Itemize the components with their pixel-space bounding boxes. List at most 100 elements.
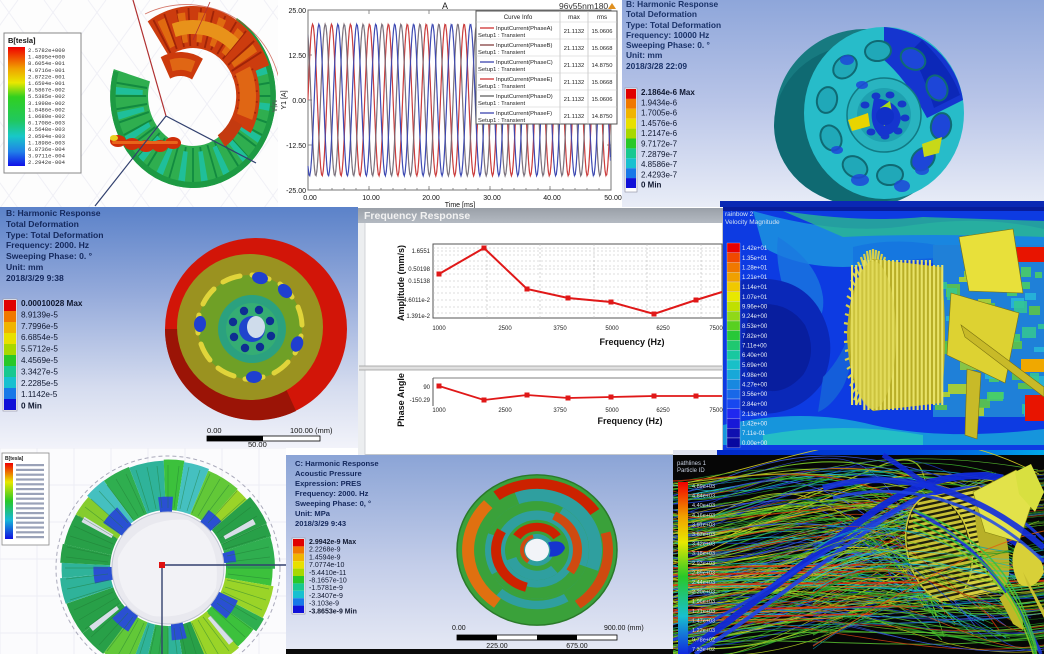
svg-text:30.00: 30.00 <box>483 195 501 202</box>
svg-text:2.2942e-004: 2.2942e-004 <box>28 159 66 166</box>
svg-text:2.9942e-9 Max: 2.9942e-9 Max <box>309 539 356 546</box>
svg-text:1.7005e-6: 1.7005e-6 <box>641 109 678 118</box>
svg-text:15.0668: 15.0668 <box>592 46 613 52</box>
svg-text:1000: 1000 <box>432 326 446 332</box>
svg-text:4.40e+03: 4.40e+03 <box>692 503 715 509</box>
svg-text:1.28e+01: 1.28e+01 <box>742 266 768 272</box>
svg-text:100.00 (mm): 100.00 (mm) <box>290 426 333 435</box>
svg-text:8.9139e-5: 8.9139e-5 <box>21 310 58 319</box>
svg-text:21.1132: 21.1132 <box>564 97 585 103</box>
svg-text:Total Deformation: Total Deformation <box>6 219 79 229</box>
svg-text:InputCurrent(PhaseF): InputCurrent(PhaseF) <box>496 111 552 117</box>
svg-text:2.84e+00: 2.84e+00 <box>742 402 768 408</box>
svg-text:9.78e+02: 9.78e+02 <box>692 638 715 644</box>
svg-text:3750: 3750 <box>553 408 567 414</box>
svg-text:3.5648e-003: 3.5648e-003 <box>28 126 65 133</box>
svg-text:9.96e+00: 9.96e+00 <box>742 305 768 311</box>
svg-text:0.00: 0.00 <box>207 426 222 435</box>
svg-text:max: max <box>568 14 581 21</box>
svg-text:0.00: 0.00 <box>303 195 317 202</box>
svg-text:B: Harmonic Response: B: Harmonic Response <box>6 208 101 218</box>
svg-text:Curve Info: Curve Info <box>504 14 533 21</box>
svg-text:InputCurrent(PhaseE): InputCurrent(PhaseE) <box>496 77 552 83</box>
svg-text:21.1132: 21.1132 <box>564 29 585 35</box>
svg-text:7.11e-01: 7.11e-01 <box>742 431 766 437</box>
svg-text:0.00e+00: 0.00e+00 <box>742 441 768 447</box>
svg-text:1.42e+00: 1.42e+00 <box>742 422 768 428</box>
svg-text:Unit: mm: Unit: mm <box>6 262 44 272</box>
svg-text:4.16e+03: 4.16e+03 <box>692 513 715 519</box>
svg-text:50.00: 50.00 <box>248 440 267 448</box>
svg-text:6250: 6250 <box>656 326 670 332</box>
svg-text:0 Min: 0 Min <box>21 402 42 411</box>
svg-text:5.5712e-5: 5.5712e-5 <box>21 345 58 354</box>
svg-text:3.1998e-002: 3.1998e-002 <box>28 100 65 107</box>
svg-text:7.11e+00: 7.11e+00 <box>742 344 767 350</box>
svg-text:225.00: 225.00 <box>486 643 508 650</box>
svg-text:-5.4410e-11: -5.4410e-11 <box>309 570 346 577</box>
svg-text:8.6054e-001: 8.6054e-001 <box>28 60 66 67</box>
svg-text:4.6011e-2: 4.6011e-2 <box>403 298 430 304</box>
svg-text:4.4569e-5: 4.4569e-5 <box>21 356 58 365</box>
svg-text:14.8750: 14.8750 <box>592 114 613 120</box>
svg-text:Setup1 : Transient: Setup1 : Transient <box>478 118 525 124</box>
svg-text:B[tesla]: B[tesla] <box>5 456 24 462</box>
svg-text:15.0668: 15.0668 <box>592 80 613 86</box>
svg-text:2018/3/29 9:43: 2018/3/29 9:43 <box>295 519 346 528</box>
svg-text:25.00: 25.00 <box>288 8 306 15</box>
svg-text:6.1708e-003: 6.1708e-003 <box>28 120 65 127</box>
svg-text:2018/3/28 22:09: 2018/3/28 22:09 <box>626 61 687 71</box>
svg-text:Velocity Magnitude: Velocity Magnitude <box>725 219 780 226</box>
svg-text:Frequency Response: Frequency Response <box>364 210 470 222</box>
svg-text:Setup1 : Transient: Setup1 : Transient <box>478 84 525 90</box>
svg-text:9.24e+00: 9.24e+00 <box>742 314 768 320</box>
svg-text:InputCurrent(PhaseA): InputCurrent(PhaseA) <box>496 26 552 32</box>
svg-text:2018/3/29 9:38: 2018/3/29 9:38 <box>6 273 64 283</box>
svg-text:Setup1 : Transient: Setup1 : Transient <box>478 101 525 107</box>
svg-text:3.91e+03: 3.91e+03 <box>692 522 715 528</box>
svg-text:20.00: 20.00 <box>422 195 440 202</box>
svg-text:2.93e+03: 2.93e+03 <box>692 561 715 567</box>
svg-text:Frequency (Hz): Frequency (Hz) <box>597 416 662 426</box>
svg-text:12.50: 12.50 <box>288 53 306 60</box>
svg-text:Amplitude (mm/s): Amplitude (mm/s) <box>396 245 406 321</box>
svg-text:7.2879e-7: 7.2879e-7 <box>641 150 678 159</box>
svg-text:1.14e+01: 1.14e+01 <box>742 285 768 291</box>
svg-text:3.42e+03: 3.42e+03 <box>692 542 715 548</box>
svg-text:7500: 7500 <box>709 326 723 332</box>
svg-text:10.00: 10.00 <box>362 195 380 202</box>
svg-text:0.00: 0.00 <box>292 98 306 105</box>
svg-text:1.71e+03: 1.71e+03 <box>692 609 715 615</box>
svg-text:675.00: 675.00 <box>566 643 588 650</box>
svg-text:9.7172e-7: 9.7172e-7 <box>641 140 678 149</box>
svg-text:-2.3407e-9: -2.3407e-9 <box>309 593 343 600</box>
svg-text:-150.29: -150.29 <box>410 398 431 404</box>
svg-text:M|A: M|A <box>270 100 277 113</box>
svg-text:3750: 3750 <box>553 326 567 332</box>
svg-text:96v55nm180: 96v55nm180 <box>559 1 608 11</box>
svg-text:4.9716e-001: 4.9716e-001 <box>28 67 66 74</box>
svg-text:Frequency (Hz): Frequency (Hz) <box>599 337 664 347</box>
svg-text:-1.5781e-9: -1.5781e-9 <box>309 585 343 592</box>
svg-text:2.5782e+000: 2.5782e+000 <box>28 47 66 54</box>
svg-text:2.8722e-001: 2.8722e-001 <box>28 73 66 80</box>
svg-text:3.18e+03: 3.18e+03 <box>692 551 715 557</box>
svg-text:1.4594e-9: 1.4594e-9 <box>309 554 341 561</box>
svg-text:0.00010028 Max: 0.00010028 Max <box>21 299 83 308</box>
svg-text:Setup1 : Transient: Setup1 : Transient <box>478 33 525 39</box>
svg-text:InputCurrent(PhaseB): InputCurrent(PhaseB) <box>496 43 552 49</box>
svg-text:6250: 6250 <box>656 408 670 414</box>
svg-text:21.1132: 21.1132 <box>564 80 585 86</box>
svg-text:4.89e+03: 4.89e+03 <box>692 484 715 490</box>
svg-text:2.0594e-003: 2.0594e-003 <box>28 133 65 140</box>
svg-text:8.53e+00: 8.53e+00 <box>742 324 768 330</box>
svg-text:1000: 1000 <box>432 408 446 414</box>
svg-text:21.1132: 21.1132 <box>564 63 585 69</box>
svg-text:Sweeping Phase: 0. °: Sweeping Phase: 0. ° <box>626 40 710 50</box>
svg-text:rainbow 2: rainbow 2 <box>725 211 754 218</box>
svg-text:40.00: 40.00 <box>543 195 561 202</box>
svg-text:4.64e+03: 4.64e+03 <box>692 494 715 500</box>
svg-text:7.82e+00: 7.82e+00 <box>742 334 768 340</box>
svg-text:Unit: mm: Unit: mm <box>626 50 662 60</box>
svg-text:0.15138: 0.15138 <box>408 279 430 285</box>
